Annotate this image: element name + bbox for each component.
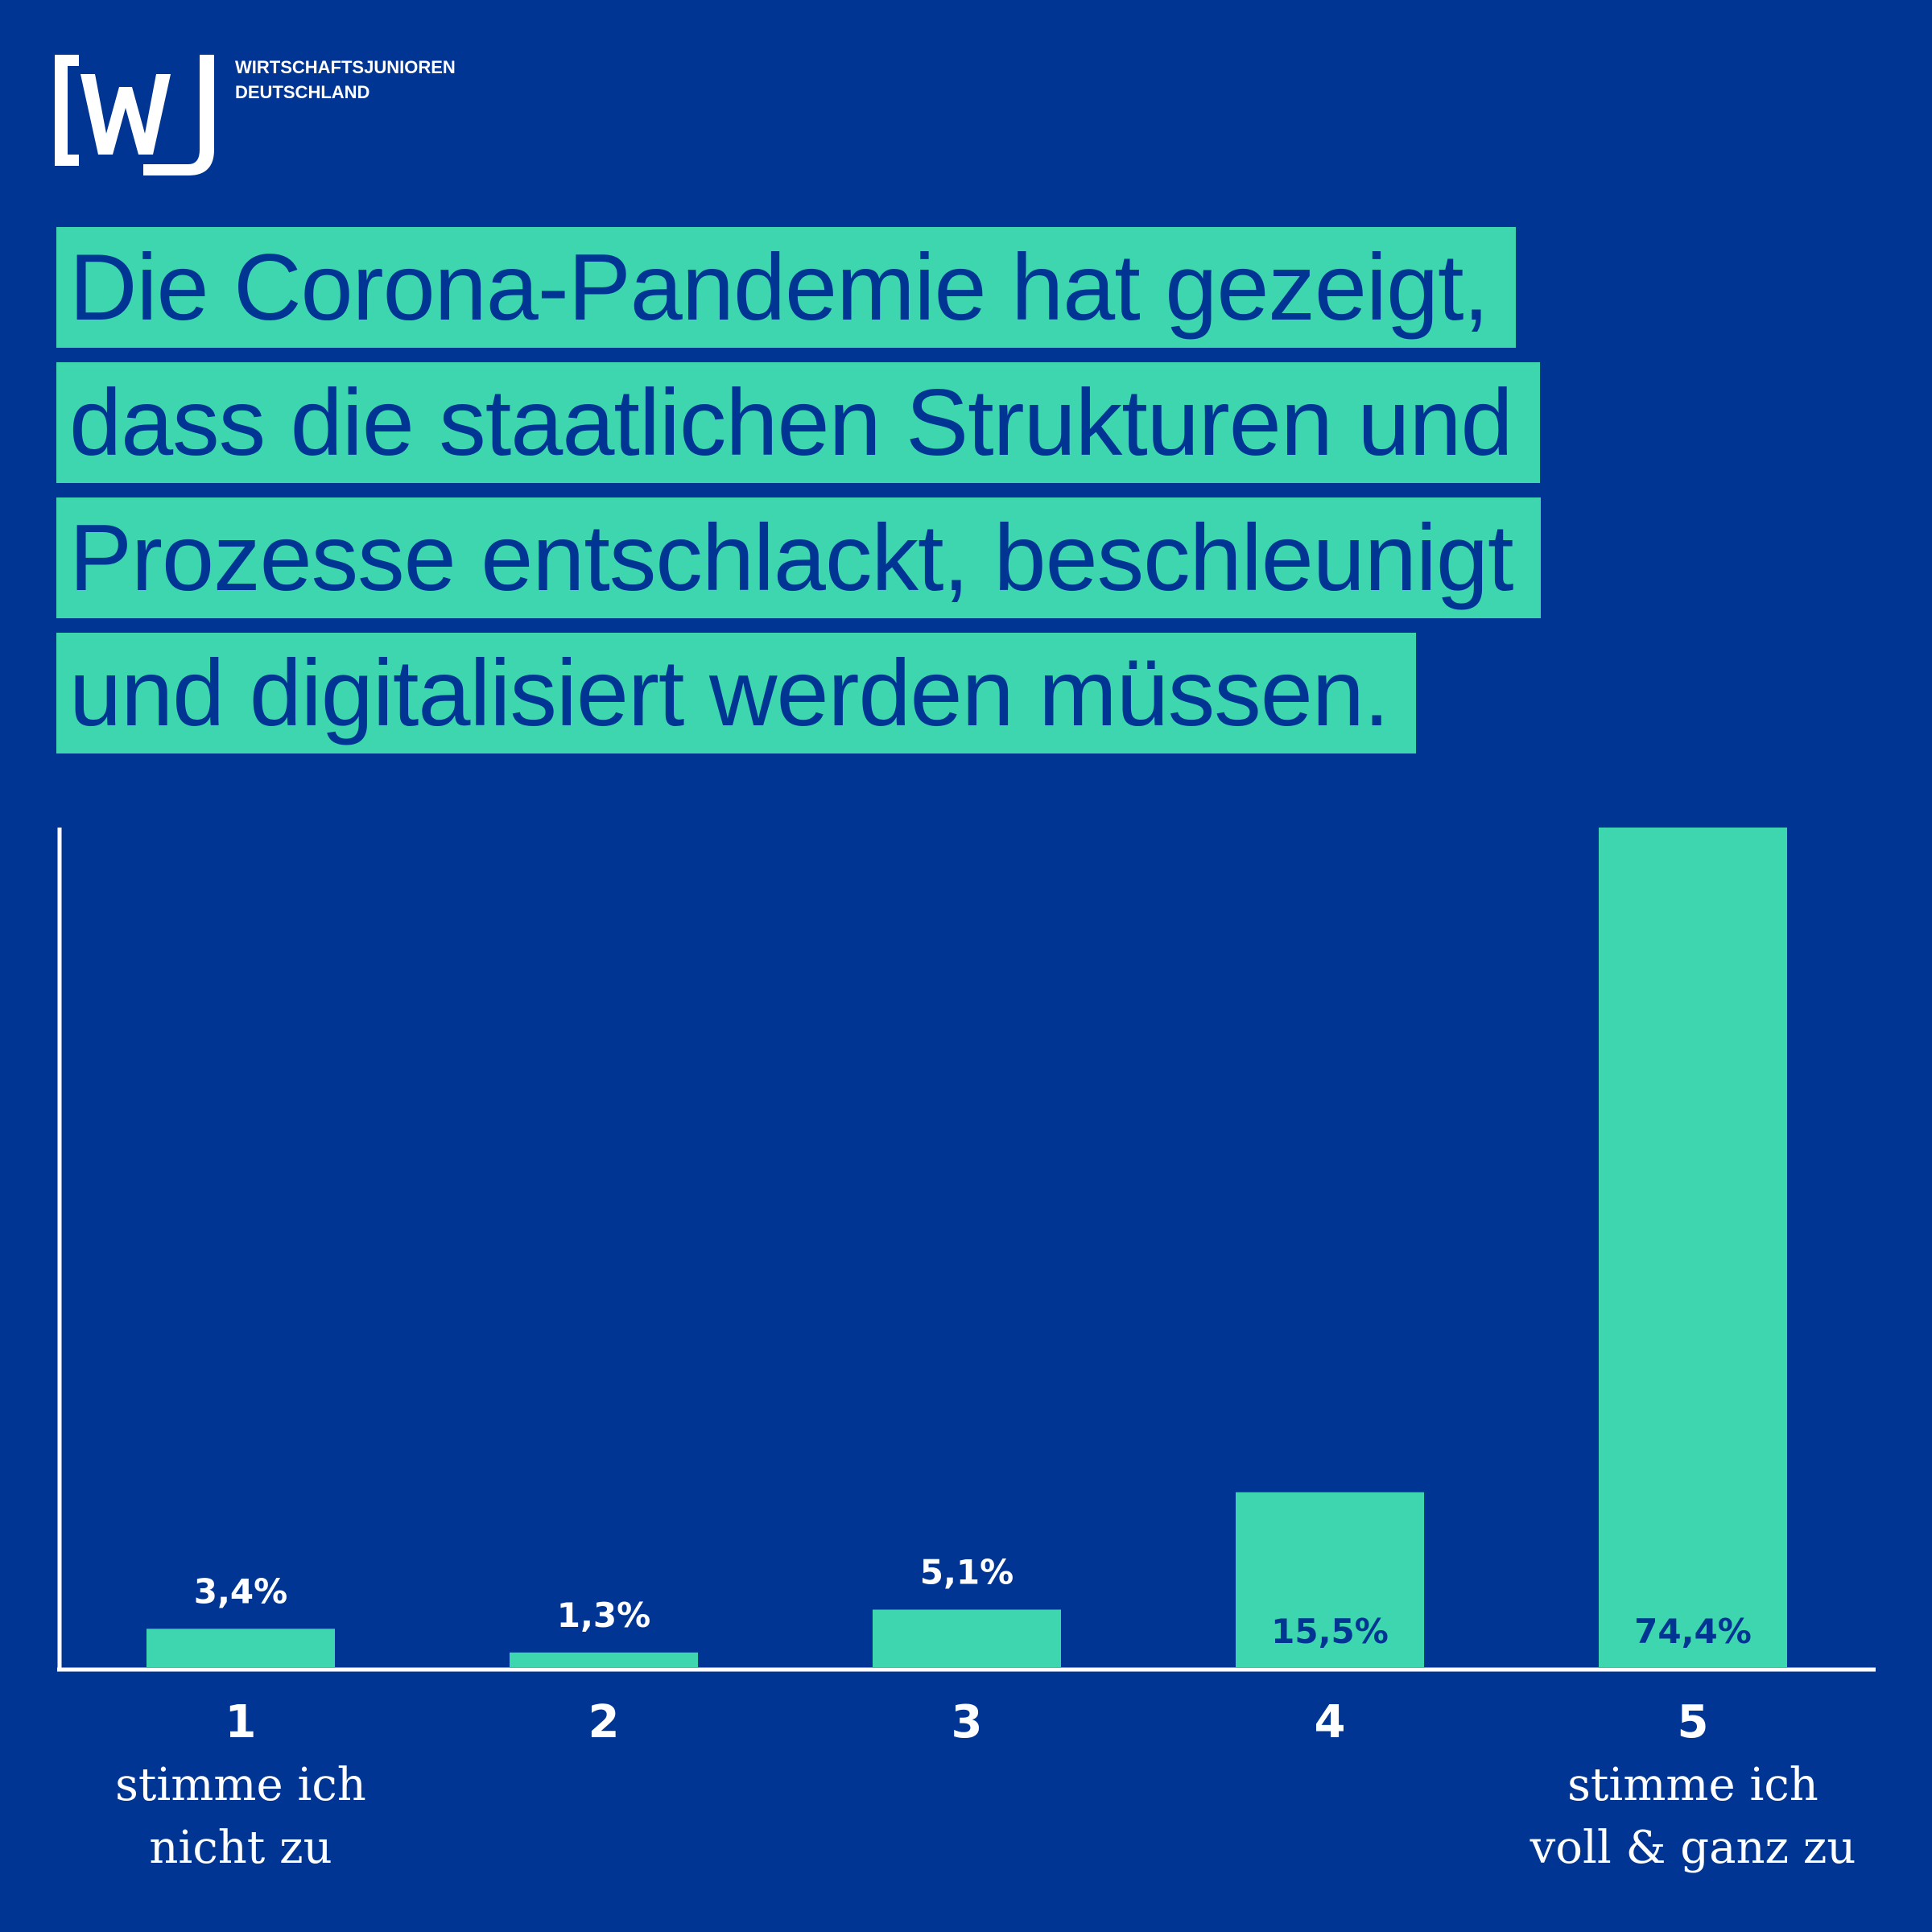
bar-3 [873,1609,1061,1667]
logo-line-2: DEUTSCHLAND [235,82,370,102]
bar-1 [147,1629,335,1667]
category-label-4: 4 [1315,1696,1346,1748]
headline-line-4: und digitalisiert werden müssen. [56,633,1417,753]
bar-5 [1599,828,1787,1667]
value-labels: 3,4% 1,3% 5,1% 15,5% 74,4% [194,1553,1752,1651]
logo-wordmark: WIRTSCHAFTSJUNIOREN DEUTSCHLAND [235,55,456,105]
logo-line-1: WIRTSCHAFTSJUNIOREN [235,57,456,77]
category-label-5: 5 [1678,1696,1709,1748]
value-label-2: 1,3% [557,1596,650,1635]
category-label-1: 1 [225,1696,257,1748]
category-description-5-2: voll & ganz zu [1530,1822,1856,1874]
headline-line-3: Prozesse entschlackt, beschleunigt [56,497,1541,618]
category-label-2: 2 [588,1696,620,1748]
value-label-4: 15,5% [1271,1612,1389,1651]
logo: WIRTSCHAFTSJUNIOREN DEUTSCHLAND [55,55,506,184]
value-label-3: 5,1% [920,1553,1013,1592]
bar-4 [1236,1492,1424,1667]
bars [147,828,1787,1667]
wj-logo-mark [55,55,214,175]
category-description-1-2: nicht zu [149,1822,332,1874]
bar-2 [510,1652,698,1667]
category-label-3: 3 [952,1696,983,1748]
category-labels: 1 stimme ich nicht zu 2 3 4 5 stimme ich voll & … [115,1696,1856,1874]
value-label-5: 74,4% [1634,1612,1752,1651]
category-description-1-1: stimme ich [115,1759,366,1811]
category-description-5-1: stimme ich [1567,1759,1818,1811]
headline: Die Corona-Pandemie hat gezeigt, dass di… [56,227,1541,768]
value-label-1: 3,4% [194,1571,287,1611]
headline-line-2: dass die staatlichen Strukturen und [56,362,1540,483]
headline-line-1: Die Corona-Pandemie hat gezeigt, [56,227,1517,348]
